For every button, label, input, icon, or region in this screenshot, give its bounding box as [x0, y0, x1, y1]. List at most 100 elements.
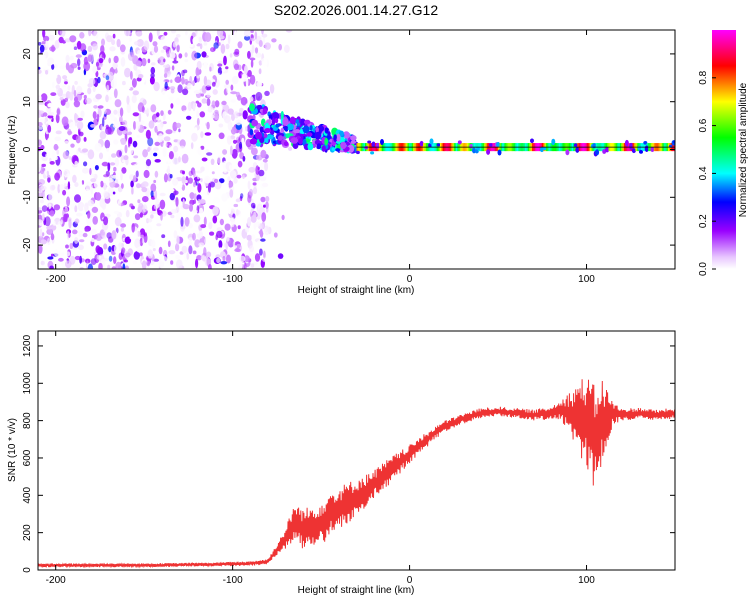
- spectrogram-cell: [605, 147, 610, 153]
- spectrogram-cell: [249, 74, 256, 85]
- spectrogram-cell: [254, 264, 261, 269]
- spectrogram-cell: [233, 177, 238, 184]
- spectrogram-cell: [103, 216, 109, 226]
- spectrogram-marks: [38, 30, 675, 269]
- spectrogram-cell: [198, 242, 205, 247]
- y-tick-label: -10: [22, 190, 33, 205]
- spectrogram-cell: [262, 158, 268, 163]
- x-tick-label: 0: [407, 274, 413, 285]
- spectrogram-cell: [170, 88, 175, 94]
- spectrogram-cell: [76, 225, 81, 232]
- spectrogram-cell: [219, 218, 224, 226]
- spectrogram-cell: [236, 260, 243, 269]
- spectrogram-cell: [222, 149, 228, 155]
- spectrogram-x-label: Height of straight line (km): [298, 285, 415, 296]
- spectrogram-cell: [200, 178, 203, 183]
- spectrogram-cell: [251, 147, 258, 156]
- spectrogram-cell: [133, 175, 137, 183]
- spectrogram-cell: [216, 257, 221, 264]
- spectrogram-cell: [260, 196, 266, 203]
- spectrogram-cell: [249, 138, 258, 145]
- spectrogram-cell: [47, 256, 54, 260]
- spectrogram-y-axis: -20 -10 0 10 20: [22, 48, 675, 252]
- spectrogram-cell: [220, 261, 228, 265]
- spectrogram-cell: [230, 145, 233, 156]
- spectrogram-cell: [209, 231, 215, 236]
- spectrogram-cell: [65, 251, 71, 257]
- spectrogram-cell: [47, 111, 55, 116]
- spectrogram-cell: [87, 53, 94, 63]
- spectrogram-cell: [206, 105, 214, 112]
- spectrogram-cell: [188, 245, 193, 255]
- spectrogram-cell: [212, 89, 218, 95]
- spectrogram-cell: [44, 30, 49, 35]
- spectrogram-cell: [150, 210, 157, 215]
- spectrogram-cell: [143, 232, 147, 237]
- spectrogram-cell: [192, 209, 198, 213]
- spectrogram-cell: [145, 129, 151, 139]
- colorbar-tick-label: 0.6: [698, 118, 709, 132]
- spectrogram-cell: [229, 189, 234, 198]
- spectrogram-cell: [225, 53, 231, 58]
- spectrogram-cell: [193, 214, 201, 223]
- spectrogram-cell: [254, 253, 261, 262]
- spectrogram-cell: [139, 120, 145, 126]
- spectrogram-cell: [66, 196, 71, 207]
- spectrogram-cell: [166, 53, 170, 58]
- spectrogram-cell: [233, 203, 239, 208]
- spectrogram-cell: [92, 111, 97, 120]
- colorbar: 0.0 0.2 0.4 0.6 0.8 Normalized spectral ampl…: [698, 30, 749, 276]
- y-tick-label: 10: [22, 96, 33, 108]
- spectrogram-cell: [154, 190, 158, 200]
- spectrogram-cell: [173, 145, 179, 153]
- spectrogram-cell: [153, 230, 157, 237]
- spectrogram-cell: [41, 232, 45, 237]
- spectrogram-cell: [98, 58, 104, 64]
- spectrogram-cell: [206, 121, 210, 130]
- spectrogram-cell: [81, 148, 89, 153]
- spectrogram-cell: [204, 132, 212, 136]
- spectrogram-cell: [254, 47, 259, 54]
- spectrogram-cell: [200, 224, 207, 229]
- spectrogram-cell: [220, 43, 226, 54]
- spectrogram-cell: [66, 230, 70, 240]
- spectrogram-cell: [286, 123, 294, 131]
- spectrogram-cell: [101, 54, 106, 58]
- spectrogram-cell: [206, 98, 211, 107]
- spectrogram-cell: [496, 142, 501, 147]
- spectrogram-cell: [48, 34, 55, 41]
- spectrogram-cell: [175, 243, 180, 252]
- spectrogram-cell: [215, 72, 221, 77]
- spectrogram-cell: [77, 244, 84, 251]
- spectrogram-cell: [241, 73, 248, 82]
- spectrogram-cell: [135, 31, 143, 37]
- spectrogram-cell: [187, 82, 192, 90]
- spectrogram-cell: [154, 159, 161, 163]
- spectrogram-cell: [65, 244, 69, 249]
- spectrogram-cell: [84, 97, 92, 104]
- spectrogram-cell: [46, 41, 49, 50]
- spectrogram-cell: [42, 112, 48, 117]
- spectrogram-cell: [285, 30, 293, 33]
- spectrogram-cell: [176, 34, 181, 38]
- spectrogram-cell: [74, 117, 78, 127]
- spectrogram-cell: [199, 43, 203, 50]
- spectrogram-cell: [170, 260, 174, 265]
- spectrogram-cell: [87, 87, 92, 95]
- spectrogram-cell: [268, 118, 272, 126]
- spectrogram-cell: [204, 32, 212, 43]
- spectrogram-cell: [178, 156, 181, 163]
- spectrogram-cell: [122, 109, 128, 117]
- spectrogram-cell: [261, 30, 264, 35]
- spectrogram-cell: [163, 173, 168, 183]
- spectrogram-cell: [69, 35, 77, 43]
- spectrogram-cell: [218, 247, 223, 253]
- spectrogram-cell: [333, 134, 337, 141]
- spectrogram-cell: [129, 235, 137, 241]
- spectrogram-cell: [225, 79, 229, 85]
- spectrogram-cell: [573, 143, 578, 148]
- spectrogram-cell: [63, 213, 68, 222]
- spectrogram-cell: [170, 209, 178, 214]
- spectrogram-cell: [211, 171, 215, 175]
- spectrogram-cell: [189, 203, 193, 212]
